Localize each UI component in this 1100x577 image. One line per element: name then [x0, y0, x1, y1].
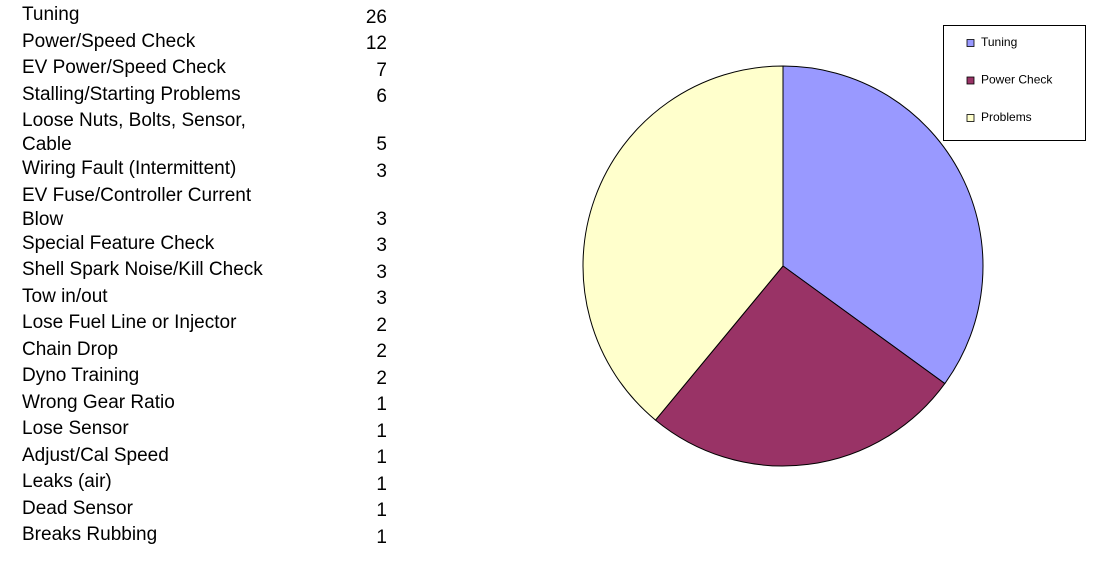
label-cell: Shell Spark Noise/Kill Check: [22, 259, 263, 280]
count-cell: 3: [376, 235, 387, 256]
table-row: Loose Nuts, Bolts, Sensor, Cable 5: [20, 109, 389, 157]
pie-slice: [582, 65, 784, 421]
count-cell: 3: [376, 288, 387, 309]
table-row: Power/Speed Check 12: [20, 30, 389, 57]
count-cell: 26: [365, 6, 387, 28]
count-cell: 2: [376, 367, 387, 389]
table-row: Wrong Gear Ratio 1: [20, 391, 389, 418]
legend-swatch: [966, 39, 975, 47]
count-cell: 3: [376, 208, 387, 230]
label-cell: Lose Sensor: [22, 418, 129, 439]
table-row: Breaks Rubbing 1: [20, 523, 389, 550]
label-cell: Wrong Gear Ratio: [22, 391, 175, 413]
count-cell: 3: [376, 261, 387, 283]
legend-swatch: [966, 114, 975, 122]
legend-label: Tuning: [981, 35, 1017, 49]
count-cell: 12: [365, 33, 387, 54]
count-cell: 1: [376, 394, 387, 415]
table-row: Chain Drop 2: [20, 338, 389, 365]
count-cell: 1: [376, 473, 387, 495]
table-row: Leaks (air) 1: [20, 470, 389, 497]
table-row: Wiring Fault (Intermittent) 3: [20, 157, 389, 184]
table-row: Shell Spark Noise/Kill Check 3: [20, 258, 389, 285]
label-cell: Power/Speed Check: [22, 30, 196, 52]
legend-swatch: [966, 76, 975, 85]
label-cell: Tow in/out: [22, 285, 108, 307]
label-cell: Lose Fuel Line or Injector: [22, 312, 237, 333]
label-cell: Loose Nuts, Bolts, Sensor, Cable: [22, 110, 246, 155]
label-cell: Dead Sensor: [22, 497, 133, 519]
table-row: Tow in/out 3: [20, 285, 389, 312]
table-row: Tuning 26: [20, 3, 389, 30]
pie-slice: [782, 65, 984, 385]
table-row: Adjust/Cal Speed 1: [20, 444, 389, 471]
count-cell: 2: [376, 341, 387, 362]
data-table: Tuning 26 Power/Speed Check 12 EV Power/Spee…: [20, 3, 389, 550]
count-cell: 2: [376, 314, 387, 336]
table-row: Special Feature Check 3: [20, 232, 389, 259]
table-row: Lose Fuel Line or Injector 2: [20, 311, 389, 338]
legend-label: Problems: [981, 110, 1032, 124]
legend-label: Power Check: [981, 73, 1053, 87]
label-cell: Adjust/Cal Speed: [22, 444, 169, 466]
count-cell: 5: [376, 134, 387, 155]
count-cell: 1: [376, 526, 387, 548]
label-cell: Chain Drop: [22, 338, 119, 360]
label-cell: EV Power/Speed Check: [22, 57, 226, 78]
label-cell: Stalling/Starting Problems: [22, 83, 241, 105]
count-cell: 1: [376, 420, 387, 442]
label-cell: Dyno Training: [22, 365, 140, 386]
table-row: Lose Sensor 1: [20, 417, 389, 444]
count-cell: 6: [376, 86, 387, 107]
label-cell: Special Feature Check: [22, 232, 215, 254]
pie-slice: [654, 265, 946, 467]
count-cell: 1: [376, 447, 387, 468]
table-row: EV Fuse/Controller Current Blow 3: [20, 184, 389, 232]
count-cell: 7: [376, 59, 387, 81]
count-cell: 3: [376, 160, 387, 182]
label-cell: Wiring Fault (Intermittent): [22, 158, 237, 179]
table-row: Dead Sensor 1: [20, 497, 389, 524]
count-cell: 1: [376, 500, 387, 521]
table-row: Stalling/Starting Problems 6: [20, 83, 389, 110]
label-cell: EV Fuse/Controller Current Blow: [22, 184, 252, 230]
table-row: Dyno Training 2: [20, 364, 389, 391]
label-cell: Breaks Rubbing: [22, 524, 158, 545]
label-cell: Leaks (air): [22, 471, 112, 492]
label-cell: Tuning: [22, 4, 80, 25]
table-row: EV Power/Speed Check 7: [20, 56, 389, 83]
